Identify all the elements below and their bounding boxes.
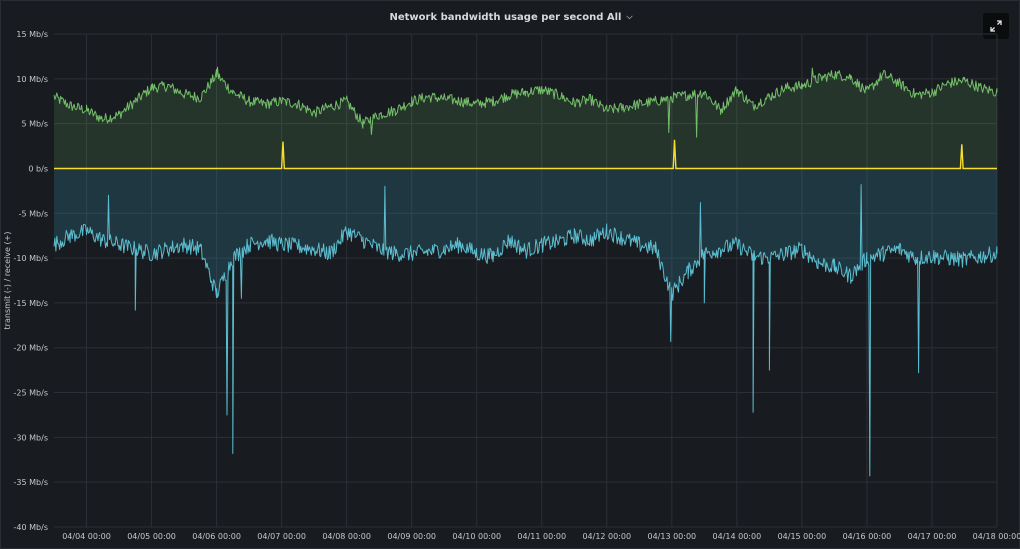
y-axis: 15 Mb/s 10 Mb/s 5 Mb/s 0 b/s -5 Mb/s -10 Mb/s… — [14, 30, 48, 532]
x-tick-label: 04/04 00:00 — [62, 532, 111, 541]
y-tick-label: 10 Mb/s — [16, 75, 48, 84]
x-tick-label: 04/07 00:00 — [257, 532, 306, 541]
x-tick-label: 04/11 00:00 — [517, 532, 566, 541]
x-tick-label: 04/09 00:00 — [387, 532, 436, 541]
y-tick-label: -35 Mb/s — [14, 478, 48, 487]
y-tick-label: -40 Mb/s — [14, 523, 48, 532]
y-tick-label: -10 Mb/s — [14, 254, 48, 263]
y-axis-label: transmit (-) / receive (+) — [3, 232, 12, 330]
x-tick-label: 04/10 00:00 — [452, 532, 501, 541]
y-tick-label: 5 Mb/s — [22, 120, 48, 129]
panel-header: Network bandwidth usage per second All ⌵ — [1, 7, 1020, 27]
x-tick-label: 04/15 00:00 — [778, 532, 827, 541]
receive-errors-line — [54, 139, 997, 170]
y-tick-label: -25 Mb/s — [14, 389, 48, 398]
receive-series-area — [54, 67, 997, 169]
y-tick-label: 15 Mb/s — [16, 30, 48, 39]
x-tick-label: 04/05 00:00 — [127, 532, 176, 541]
x-tick-label: 04/16 00:00 — [843, 532, 892, 541]
y-tick-label: 0 b/s — [28, 164, 48, 173]
expand-icon — [990, 20, 1002, 32]
panel-title[interactable]: Network bandwidth usage per second All — [389, 12, 622, 23]
receive-series-line — [53, 66, 998, 138]
x-tick-label: 04/06 00:00 — [192, 532, 241, 541]
y-tick-label: -15 Mb/s — [14, 299, 48, 308]
x-tick-label: 04/13 00:00 — [647, 532, 696, 541]
y-tick-label: -30 Mb/s — [14, 433, 48, 442]
x-axis: 04/04 00:00 04/05 00:00 04/06 00:00 04/07 0… — [62, 532, 1020, 541]
x-tick-label: 04/08 00:00 — [322, 532, 371, 541]
series-lines — [53, 66, 998, 477]
x-tick-label: 04/18 00:00 — [973, 532, 1020, 541]
y-tick-label: -5 Mb/s — [19, 209, 48, 218]
y-tick-label: -20 Mb/s — [14, 344, 48, 353]
expand-button[interactable] — [983, 13, 1009, 39]
chevron-down-icon[interactable]: ⌵ — [626, 12, 633, 21]
transmit-series-line — [53, 184, 998, 477]
transmit-series-area — [54, 168, 997, 476]
x-tick-label: 04/14 00:00 — [713, 532, 762, 541]
x-tick-label: 04/12 00:00 — [582, 532, 631, 541]
x-tick-label: 04/17 00:00 — [908, 532, 957, 541]
series-areas — [54, 67, 997, 476]
